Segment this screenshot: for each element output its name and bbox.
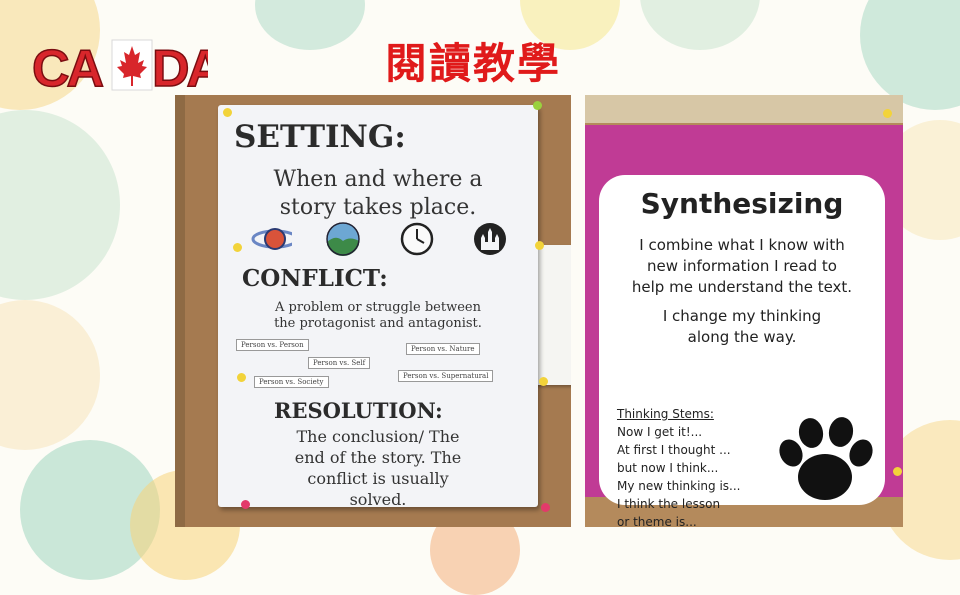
synthesizing-card: Synthesizing I combine what I know with …: [599, 175, 885, 527]
resolution-line-2: end of the story. The: [294, 448, 462, 467]
thinking-stem: or theme is...: [617, 515, 697, 527]
synthesizing-photo: Synthesizing I combine what I know with …: [585, 95, 903, 527]
background-blob: [640, 0, 760, 50]
push-pin: [223, 108, 232, 117]
conflict-heading: CONFLICT:: [242, 265, 388, 292]
synthesizing-line-1: I combine what I know with: [639, 236, 845, 254]
slide-title: 閱讀教學: [385, 39, 562, 88]
side-paper: [533, 245, 571, 385]
push-pin: [541, 503, 550, 512]
landscape-icon: [326, 222, 360, 256]
conflict-type-label: Person vs. Person: [236, 339, 309, 351]
push-pin: [535, 241, 544, 250]
push-pin: [539, 377, 548, 386]
resolution-line-3: conflict is usually: [307, 469, 449, 488]
maple-leaf-icon: [117, 46, 147, 86]
thinking-stem: but now I think...: [617, 461, 719, 475]
story-elements-photo: SETTING: When and where a story takes pl…: [175, 95, 571, 527]
background-blob: [0, 110, 120, 300]
push-pin: [533, 101, 542, 110]
conflict-line-2: the protagonist and antagonist.: [274, 316, 482, 331]
svg-text:DA: DA: [152, 40, 208, 94]
synthesizing-line-3: help me understand the text.: [631, 278, 853, 296]
paw-print-icon: [779, 417, 873, 500]
synthesizing-line-2: new information I read to: [647, 257, 837, 275]
conflict-type-label: Person vs. Self: [308, 357, 371, 369]
conflict-type-label: Person vs. Nature: [406, 343, 480, 355]
resolution-line-1: The conclusion/ The: [296, 427, 460, 446]
wall-strip: [585, 95, 903, 123]
thinking-stem: I think the lesson: [617, 497, 721, 511]
push-pin: [233, 243, 242, 252]
setting-line-1: When and where a: [273, 167, 483, 192]
synthesizing-title: Synthesizing: [640, 187, 844, 220]
push-pin: [893, 467, 902, 476]
conflict-line-1: A problem or struggle between: [275, 300, 481, 315]
conflict-type-label: Person vs. Society: [254, 376, 329, 388]
story-elements-poster: SETTING: When and where a story takes pl…: [218, 105, 538, 509]
synthesizing-line-4: I change my thinking: [662, 307, 822, 325]
setting-line-2: story takes place.: [279, 195, 477, 220]
synthesizing-poster: Synthesizing I combine what I know with …: [585, 125, 903, 527]
castle-icon: [474, 223, 506, 255]
thinking-stem: My new thinking is...: [617, 479, 741, 493]
canada-logo: CA DA: [32, 39, 208, 94]
thinking-stem: At first I thought ...: [617, 443, 731, 457]
push-pin: [241, 500, 250, 509]
planet-icon: [251, 228, 292, 250]
setting-heading: SETTING:: [234, 119, 406, 155]
thinking-stem: Now I get it!...: [617, 425, 703, 439]
push-pin: [883, 109, 892, 118]
conflict-type-label: Person vs. Supernatural: [398, 370, 494, 382]
clock-icon: [400, 222, 434, 256]
background-blob: [255, 0, 365, 50]
background-blob: [860, 0, 960, 110]
svg-text:CA: CA: [32, 40, 104, 94]
synthesizing-line-5: along the way.: [687, 328, 797, 346]
push-pin: [237, 373, 246, 382]
wall-strip: [175, 95, 185, 527]
thinking-stems-heading: Thinking Stems:: [617, 407, 714, 421]
resolution-line-4: solved.: [349, 490, 407, 509]
background-blob: [0, 300, 100, 450]
resolution-heading: RESOLUTION:: [274, 398, 443, 423]
